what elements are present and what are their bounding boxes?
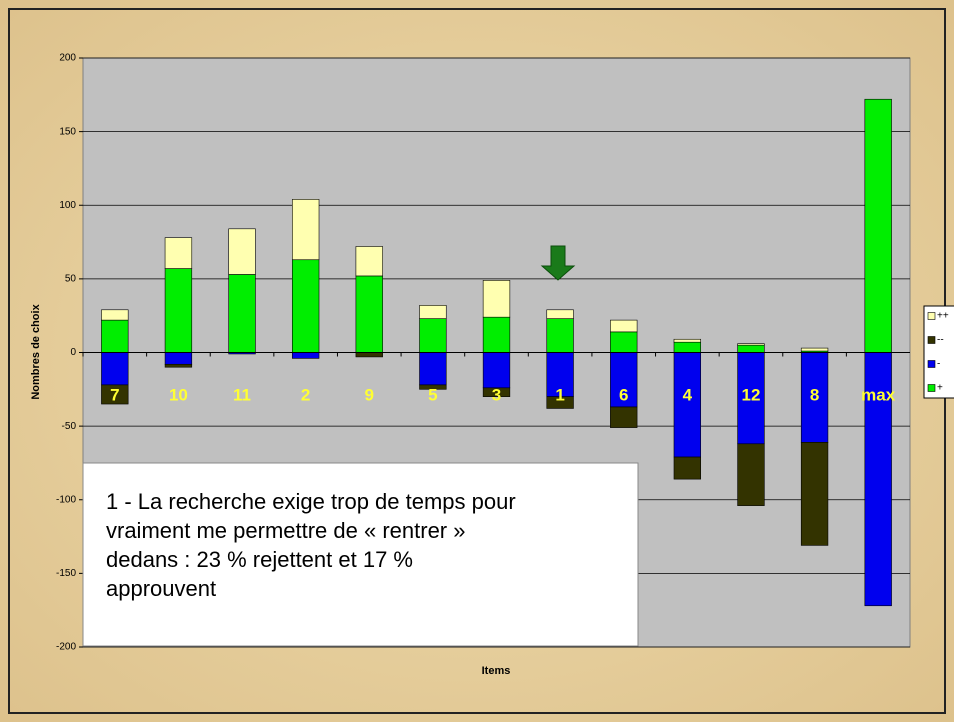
x-tick-label: 7 (110, 385, 119, 404)
legend-label: -- (937, 335, 944, 346)
x-tick-label: 12 (742, 385, 761, 404)
bar-segment (800, 347, 829, 352)
y-tick-label: -50 (62, 421, 77, 432)
bar-segment (610, 319, 638, 333)
x-tick-label: 2 (301, 385, 310, 404)
legend-swatch (927, 336, 936, 344)
x-axis-title: Items (482, 665, 511, 677)
bar-segment (610, 406, 638, 428)
bar-segment (164, 237, 193, 269)
bar-segment (800, 352, 829, 443)
arrow (540, 245, 576, 281)
bar-segment (864, 352, 892, 607)
bar-segment (101, 384, 129, 405)
legend-label: ++ (937, 311, 949, 322)
y-tick-label: -150 (56, 568, 76, 579)
bar-segment (291, 352, 320, 359)
x-tick-label: max (861, 385, 896, 404)
y-tick-label: 50 (65, 274, 77, 285)
legend-swatch (927, 360, 936, 368)
bar-segment (482, 280, 511, 318)
bar-segment (482, 316, 511, 353)
x-tick-label: 3 (492, 385, 501, 404)
legend-items: ++---+ (927, 311, 949, 394)
bar-segment (673, 352, 702, 458)
legend (923, 305, 954, 399)
bar-segment (228, 228, 256, 275)
bar-segment (610, 331, 638, 353)
bar-segment (419, 318, 447, 353)
y-tick-label: 100 (59, 200, 76, 211)
bar-segment (737, 344, 765, 353)
bar-segment (482, 387, 511, 397)
x-tick-label: 11 (233, 385, 251, 404)
bar-segment (228, 274, 256, 353)
bar-segment (737, 352, 765, 445)
bar-segment (546, 352, 574, 397)
y-tick-label: -200 (56, 642, 76, 653)
x-tick-label: 10 (169, 385, 188, 404)
bar-segment (482, 352, 511, 389)
legend-swatch (927, 312, 936, 320)
bar-segment (291, 259, 320, 353)
x-tick-label: 1 (555, 385, 564, 404)
bar-segment (673, 341, 702, 353)
bar-segment (419, 384, 447, 390)
annotation-line: dedans : 23 % rejettent et 17 % (106, 547, 413, 572)
bar-segment (101, 319, 129, 353)
y-axis-title: Nombres de choix (30, 303, 42, 399)
annotation-box (82, 462, 639, 647)
bar-segment (673, 338, 702, 343)
annotation-line: approuvent (106, 576, 216, 601)
legend-label: + (937, 383, 943, 394)
x-tick-label: 6 (619, 385, 628, 404)
bar-segment (419, 305, 447, 319)
y-tick-label: -100 (56, 494, 76, 505)
x-tick-label: 4 (683, 385, 693, 404)
bar-segment (164, 268, 193, 353)
bar-segment (546, 396, 574, 409)
bar-segment (546, 309, 574, 319)
bar-segment (101, 309, 129, 321)
legend-swatch (927, 384, 936, 392)
bar-segment (800, 442, 829, 546)
x-tick-label: 5 (428, 385, 437, 404)
bar-segment (355, 275, 383, 353)
bar-segment (355, 246, 383, 277)
legend-label: - (937, 359, 940, 370)
bar-segment (673, 456, 702, 480)
bar-segment (291, 199, 320, 261)
bar-segment (864, 98, 892, 353)
bar-segment (737, 443, 765, 506)
bar-segment (546, 318, 574, 353)
y-tick-label: 0 (70, 347, 76, 358)
y-tick-label: 200 (59, 53, 76, 64)
annotation-line: vraiment me permettre de « rentrer » (106, 518, 465, 543)
bar-segment (164, 363, 193, 368)
bar-segment (101, 352, 129, 386)
x-tick-label: 8 (810, 385, 819, 404)
annotation: 1 - La recherche exige trop de temps pou… (106, 489, 516, 601)
bar-segment (164, 352, 193, 365)
bar-segment (419, 352, 447, 386)
bar-segment (355, 352, 383, 358)
annotation-line: 1 - La recherche exige trop de temps pou… (106, 489, 516, 514)
y-tick-label: 150 (59, 126, 76, 137)
bar-segment (737, 343, 765, 346)
x-tick-label: 9 (365, 385, 374, 404)
